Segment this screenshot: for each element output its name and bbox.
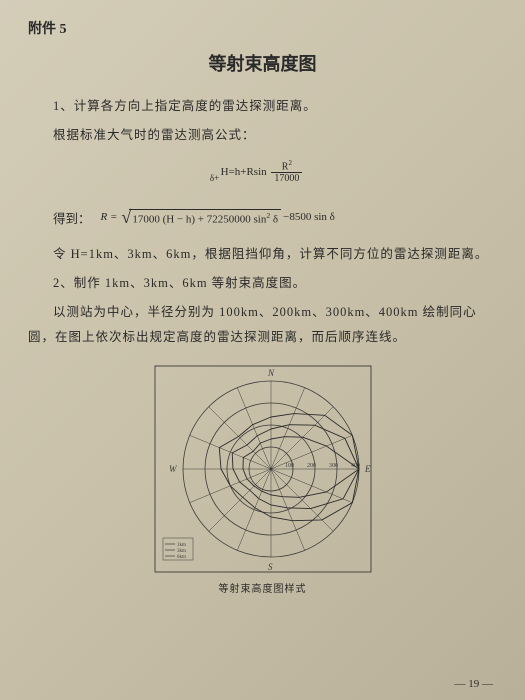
svg-text:1km: 1km <box>177 543 186 548</box>
main-title: 等射束高度图 <box>28 50 497 76</box>
svg-text:200: 200 <box>307 463 316 469</box>
polar-chart: 100200300400NSEW1km3km6km <box>153 364 373 574</box>
svg-text:3km: 3km <box>177 549 186 554</box>
svg-text:S: S <box>268 562 273 572</box>
svg-text:100: 100 <box>285 463 294 469</box>
appendix-label: 附件 5 <box>28 18 497 38</box>
formula-text: H=h+Rsin R2 17000 <box>221 166 305 178</box>
formula-height: H=h+Rsin R2 17000 δ+ <box>28 160 497 201</box>
formula-main: R = √ 17000 (H − h) + 72250000 sin2 δ −8… <box>101 207 335 228</box>
formula-label: 得到： <box>53 208 91 227</box>
chart-caption: 等射束高度图样式 <box>28 580 497 595</box>
paragraph-1: 1、计算各方向上指定高度的雷达探测距离。 <box>28 94 497 119</box>
paragraph-2: 根据标准大气时的雷达测高公式： <box>28 123 497 148</box>
svg-text:N: N <box>267 368 275 378</box>
paragraph-4: 2、制作 1km、3km、6km 等射束高度图。 <box>28 271 497 296</box>
svg-text:W: W <box>169 464 178 474</box>
paragraph-3: 令 H=1km、3km、6km，根据阻挡仰角，计算不同方位的雷达探测距离。 <box>28 242 497 267</box>
paragraph-5: 以测站为中心，半径分别为 100km、200km、300km、400km 绘制同… <box>28 300 497 350</box>
svg-text:300: 300 <box>329 463 338 469</box>
svg-text:E: E <box>364 464 371 474</box>
page-number: — 19 — <box>455 678 494 690</box>
formula-derived: 得到： R = √ 17000 (H − h) + 72250000 sin2 … <box>28 207 497 228</box>
svg-text:6km: 6km <box>177 555 186 560</box>
polar-chart-container: 100200300400NSEW1km3km6km <box>28 364 497 574</box>
